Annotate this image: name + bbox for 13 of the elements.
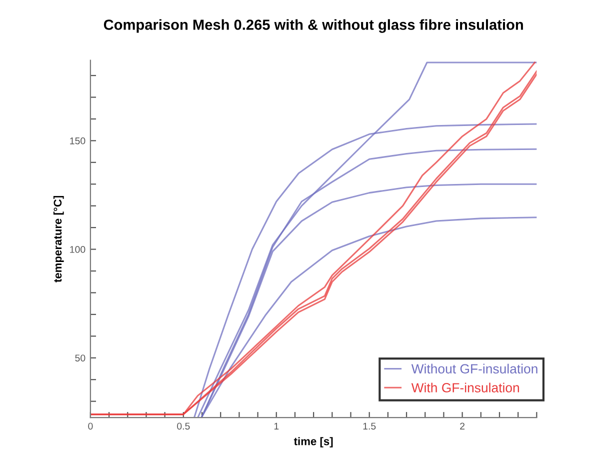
chart-title: Comparison Mesh 0.265 with & without glass fibre insulation	[104, 19, 523, 33]
y-tick-label: 100	[70, 246, 86, 253]
y-tick-label: 50	[75, 354, 86, 362]
x-tick-label: 0	[88, 422, 93, 430]
y-axis-title: temperature [°C]	[53, 196, 64, 282]
x-tick-label: 2	[460, 422, 465, 430]
x-tick-label: 1.5	[363, 422, 376, 430]
legend-label: With GF-insulation	[411, 382, 519, 392]
x-tick-label: 1	[274, 422, 279, 430]
legend-label: Without GF-insulation	[411, 364, 538, 374]
x-axis-title: time [s]	[294, 437, 333, 448]
y-tick-label: 150	[70, 137, 86, 144]
x-tick-label: 0.5	[177, 422, 190, 430]
